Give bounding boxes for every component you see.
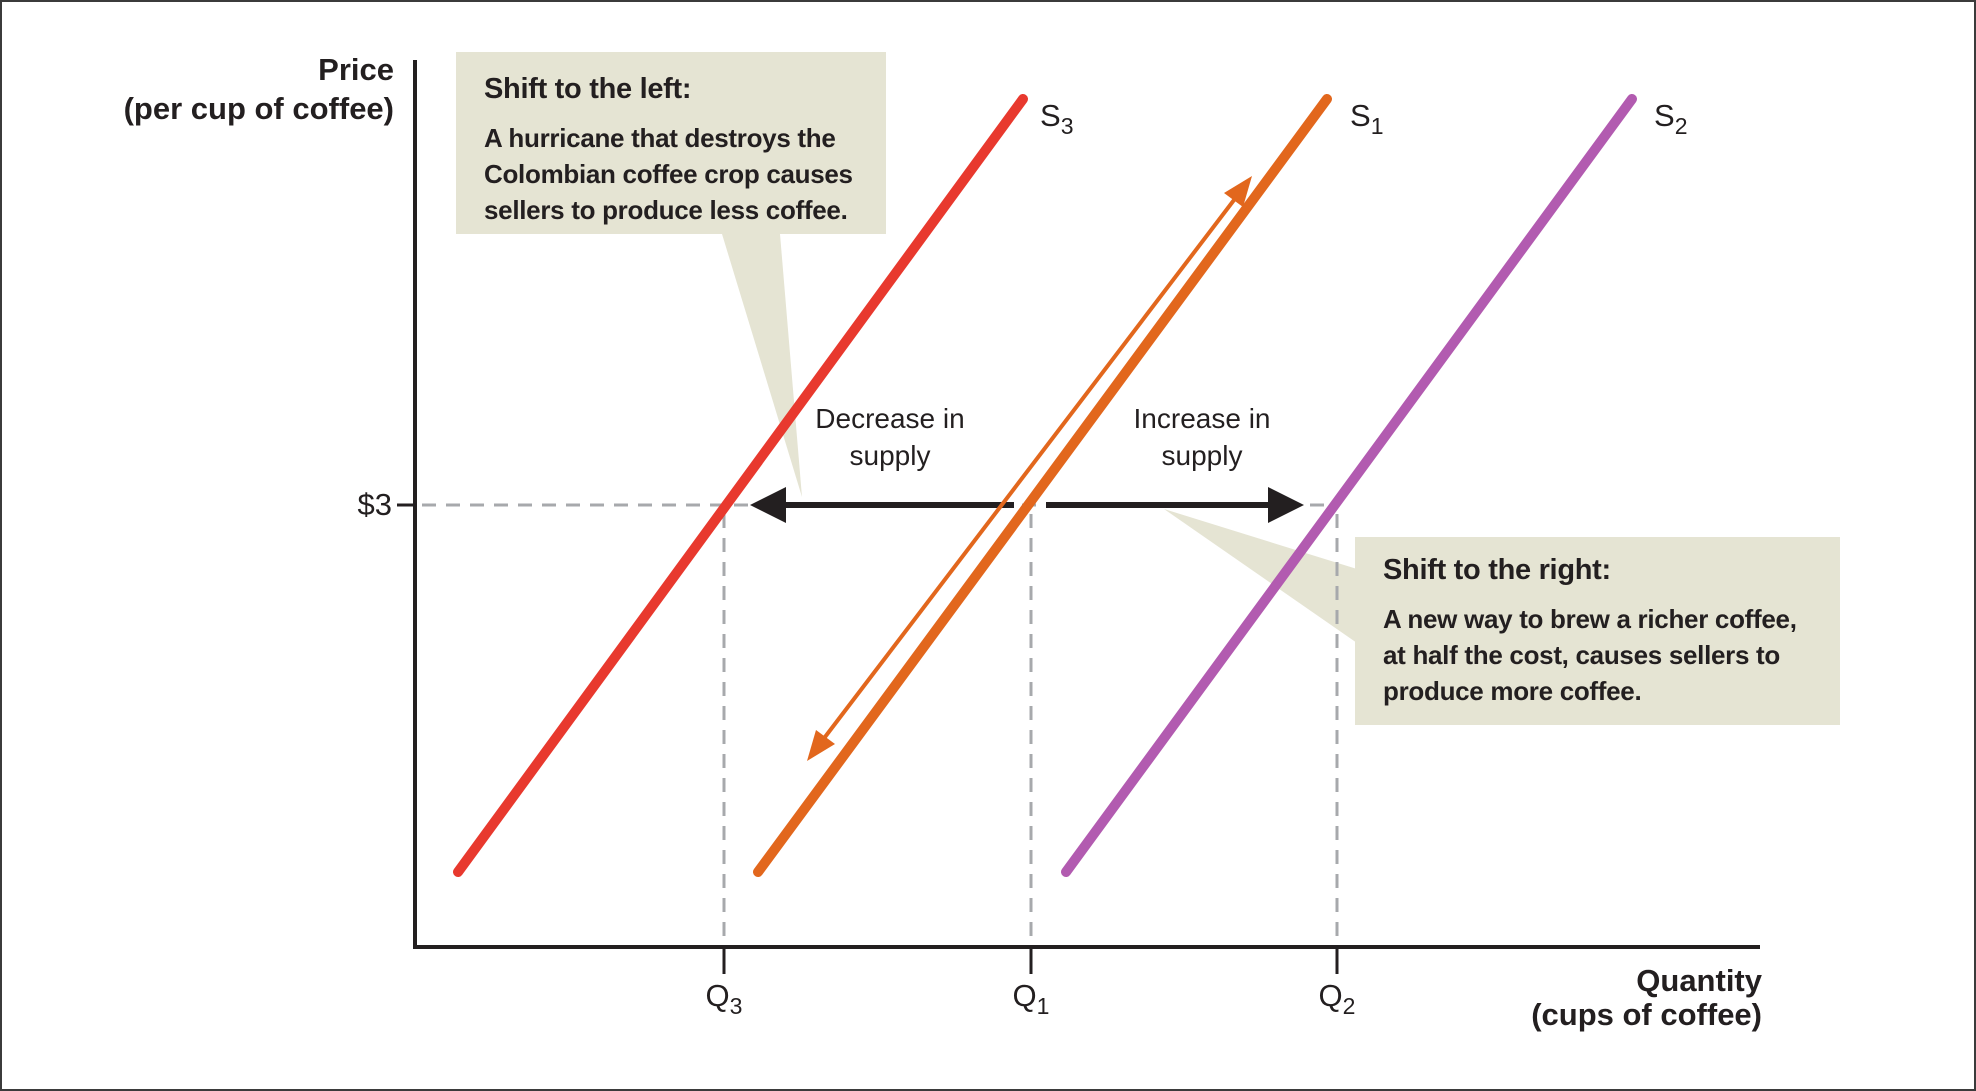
shift-left-callout: Shift to the left: A hurricane that dest… [456, 52, 886, 234]
q3-label-sub: 3 [729, 993, 743, 1019]
s3-label-main: S [1040, 98, 1061, 133]
decrease-label-line1: Decrease in [815, 403, 965, 434]
shift-arrow-upper-head [1224, 176, 1252, 207]
right-callout-tail [1164, 509, 1357, 643]
increase-supply-arrowhead [1268, 487, 1304, 523]
x-axis-title-line1: Quantity [1636, 963, 1762, 998]
s2-curve-label: S2 [1654, 98, 1688, 139]
q1-label-main: Q [1012, 978, 1037, 1013]
s2-supply-curve [1061, 94, 1637, 877]
shift-left-callout-title: Shift to the left: [484, 73, 692, 105]
shift-right-callout-title: Shift to the right: [1383, 554, 1611, 586]
s1-label-sub: 1 [1370, 113, 1384, 139]
decrease-supply-arrowhead [750, 487, 786, 523]
q1-tick-label: Q1 [991, 978, 1071, 1019]
y-axis-title-line1: Price [318, 52, 394, 87]
q2-label-main: Q [1318, 978, 1343, 1013]
q3-label-main: Q [705, 978, 730, 1013]
shift-right-callout: Shift to the right: A new way to brew a … [1355, 537, 1840, 725]
y-axis-title-line2: (per cup of coffee) [123, 91, 394, 126]
x-axis-title: Quantity (cups of coffee) [1462, 964, 1762, 1032]
shift-right-callout-body-line3: produce more coffee. [1383, 676, 1642, 706]
x-axis-title-line2: (cups of coffee) [1531, 997, 1762, 1032]
shift-right-callout-body-line1: A new way to brew a richer coffee, [1383, 604, 1797, 634]
price-tick-label: $3 [357, 487, 392, 522]
s3-label-sub: 3 [1060, 113, 1074, 139]
y-axis-title: Price (per cup of coffee) [94, 50, 394, 128]
s2-label-sub: 2 [1674, 113, 1688, 139]
shift-left-callout-body-line1: A hurricane that destroys the [484, 123, 836, 153]
s2-label-main: S [1654, 98, 1675, 133]
decrease-label-line2: supply [849, 440, 931, 471]
decrease-in-supply-label: Decrease in supply [740, 400, 1040, 474]
s3-supply-curve [453, 94, 1028, 877]
q1-label-sub: 1 [1036, 993, 1050, 1019]
increase-label-line1: Increase in [1133, 403, 1271, 434]
increase-in-supply-label: Increase in supply [1052, 400, 1352, 474]
shift-left-callout-body-line2: Colombian coffee crop causes [484, 159, 853, 189]
q3-tick-label: Q3 [684, 978, 764, 1019]
q2-tick-label: Q2 [1297, 978, 1377, 1019]
increase-label-line2: supply [1161, 440, 1243, 471]
shift-right-callout-body-line2: at half the cost, causes sellers to [1383, 640, 1780, 670]
s1-curve-label: S1 [1350, 98, 1384, 139]
s1-label-main: S [1350, 98, 1371, 133]
s1-supply-curve [753, 94, 1332, 877]
shift-arrow-lower-head [807, 730, 835, 761]
q2-label-sub: 2 [1342, 993, 1356, 1019]
shift-both-ways-arrow [823, 198, 1236, 739]
shift-left-callout-body-line3: sellers to produce less coffee. [484, 195, 848, 225]
s3-curve-label: S3 [1040, 98, 1074, 139]
